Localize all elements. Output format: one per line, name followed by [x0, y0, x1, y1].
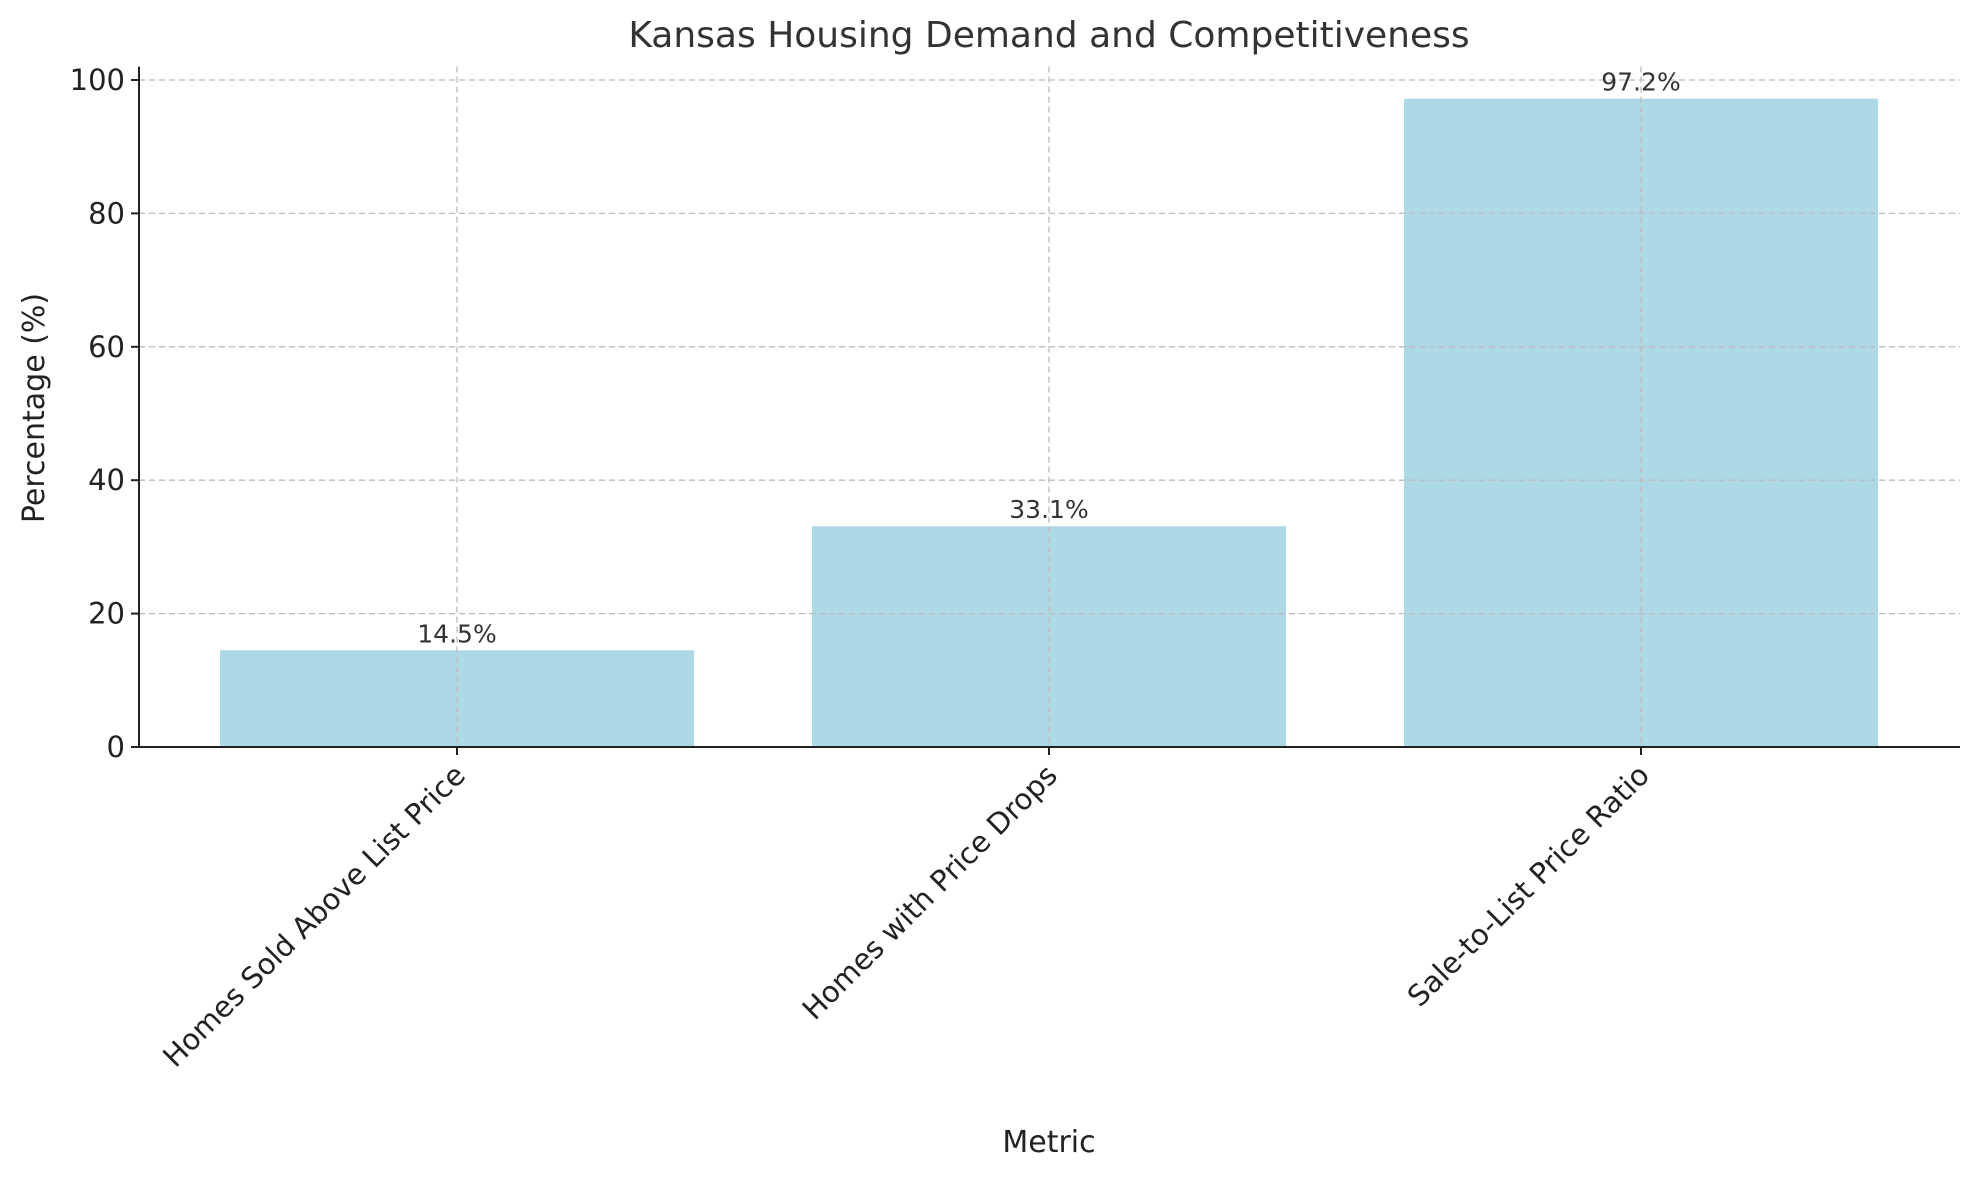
y-tick-label: 0 [107, 730, 125, 764]
data-label: 14.5% [417, 619, 496, 648]
y-tick-label: 100 [70, 63, 125, 97]
y-tick-label: 40 [88, 463, 125, 497]
x-tick-label: Homes with Price Drops [796, 758, 1064, 1026]
data-label: 33.1% [1009, 495, 1088, 524]
y-tick-label: 80 [88, 196, 125, 230]
x-axis-label: Metric [1002, 1125, 1095, 1160]
x-tick-label: Homes Sold Above List Price [156, 758, 472, 1074]
y-tick-label: 20 [88, 597, 125, 631]
y-tick-label: 60 [88, 330, 125, 364]
x-tick-label: Sale-to-List Price Ratio [1401, 758, 1656, 1013]
y-axis-label: Percentage (%) [17, 293, 52, 523]
chart-title: Kansas Housing Demand and Competitivenes… [628, 15, 1469, 56]
data-label: 97.2% [1601, 68, 1680, 97]
